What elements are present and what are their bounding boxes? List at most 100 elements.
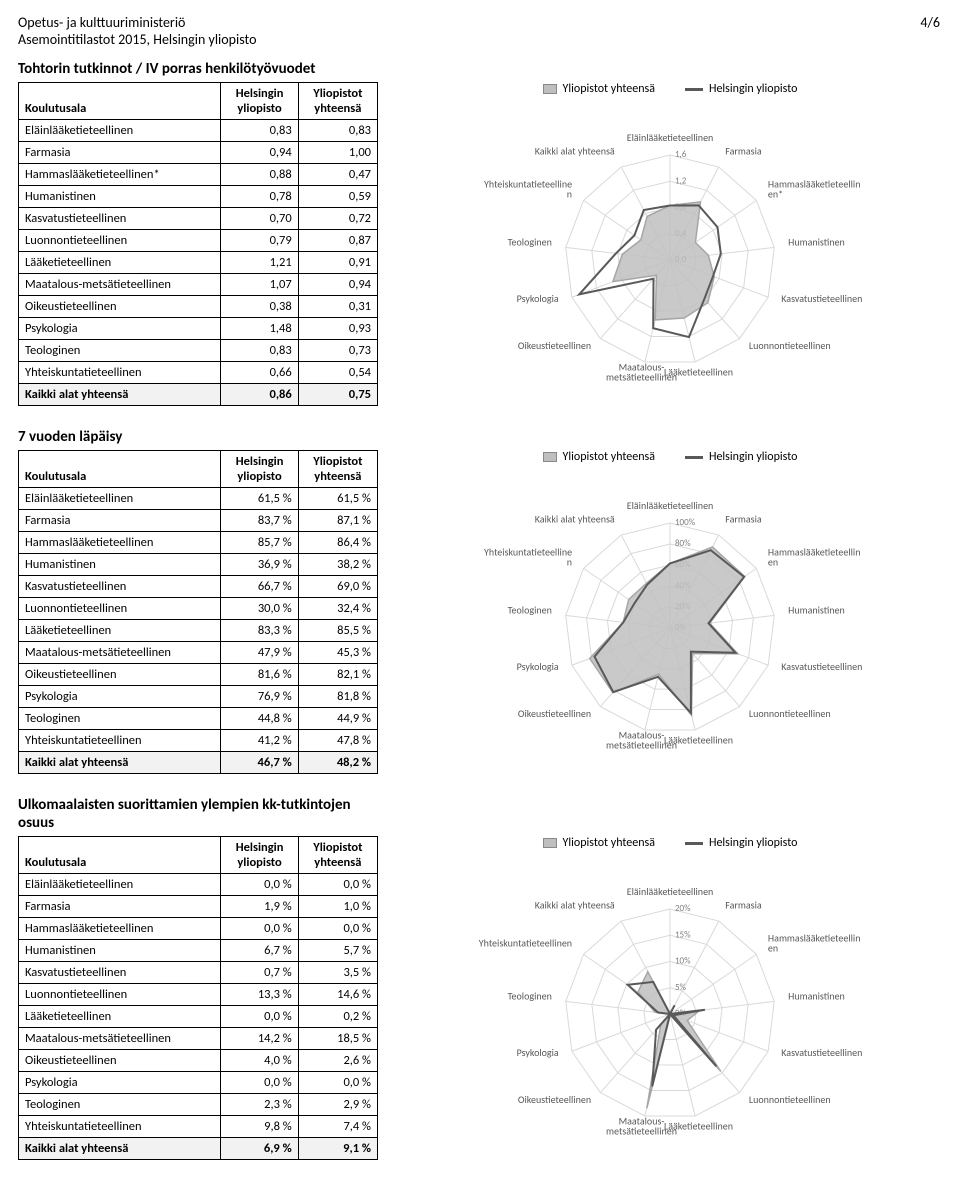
row-label: Eläinlääketieteellinen: [19, 120, 221, 142]
row-val-b: 81,8 %: [298, 686, 377, 708]
svg-text:80%: 80%: [675, 538, 691, 549]
svg-text:Eläinlääketieteellinen: Eläinlääketieteellinen: [627, 885, 714, 898]
total-a: 6,9 %: [221, 1138, 298, 1160]
row-label: Kasvatustieteellinen: [19, 208, 221, 230]
row-label: Farmasia: [19, 142, 221, 164]
row-val-b: 0,83: [298, 120, 377, 142]
chart3-legend: Yliopistot yhteensä Helsingin yliopisto: [398, 836, 942, 850]
svg-text:Yhteiskuntatieteelline: Yhteiskuntatieteelline: [484, 545, 572, 558]
row-label: Oikeustieteellinen: [19, 1050, 221, 1072]
row-label: Maatalous-metsätieteellinen: [19, 1028, 221, 1050]
row-val-b: 2,6 %: [298, 1050, 377, 1072]
total-a: 0,86: [221, 384, 298, 406]
row-val-b: 86,4 %: [298, 532, 377, 554]
row-val-a: 1,21: [221, 252, 298, 274]
chart2-legend: Yliopistot yhteensä Helsingin yliopisto: [398, 450, 942, 464]
row-val-a: 0,0 %: [221, 918, 298, 940]
row-val-b: 3,5 %: [298, 962, 377, 984]
row-val-b: 45,3 %: [298, 642, 377, 664]
svg-text:Humanistinen: Humanistinen: [788, 990, 845, 1003]
row-label: Eläinlääketieteellinen: [19, 874, 221, 896]
row-label: Kasvatustieteellinen: [19, 962, 221, 984]
row-label: Yhteiskuntatieteellinen: [19, 1116, 221, 1138]
page-number: 4/6: [920, 14, 940, 31]
total-b: 9,1 %: [298, 1138, 377, 1160]
row-val-b: 61,5 %: [298, 488, 377, 510]
svg-text:Humanistinen: Humanistinen: [788, 236, 845, 249]
legend-hel: Helsingin yliopisto: [685, 836, 798, 850]
row-val-a: 0,79: [221, 230, 298, 252]
row-val-b: 32,4 %: [298, 598, 377, 620]
row-val-b: 0,94: [298, 274, 377, 296]
row-val-a: 85,7 %: [221, 532, 298, 554]
svg-text:Psykologia: Psykologia: [517, 1046, 559, 1059]
svg-text:Kasvatustieteellinen: Kasvatustieteellinen: [781, 292, 862, 305]
svg-text:15%: 15%: [675, 929, 691, 940]
total-b: 48,2 %: [298, 752, 377, 774]
row-label: Yhteiskuntatieteellinen: [19, 362, 221, 384]
row-label: Farmasia: [19, 510, 221, 532]
svg-text:Hammaslääketieteellin: Hammaslääketieteellin: [768, 545, 861, 558]
row-label: Hammaslääketieteellinen*: [19, 164, 221, 186]
svg-text:metsätieteellinen: metsätieteellinen: [606, 371, 677, 384]
row-val-a: 1,48: [221, 318, 298, 340]
row-label: Maatalous-metsätieteellinen: [19, 642, 221, 664]
row-val-b: 0,73: [298, 340, 377, 362]
row-val-a: 2,3 %: [221, 1094, 298, 1116]
row-val-a: 44,8 %: [221, 708, 298, 730]
row-val-b: 0,93: [298, 318, 377, 340]
svg-text:Eläinlääketieteellinen: Eläinlääketieteellinen: [627, 131, 714, 144]
row-val-a: 14,2 %: [221, 1028, 298, 1050]
row-label: Luonnontieteellinen: [19, 598, 221, 620]
svg-text:20%: 20%: [675, 903, 691, 914]
row-val-a: 0,94: [221, 142, 298, 164]
row-val-b: 38,2 %: [298, 554, 377, 576]
row-label: Lääketieteellinen: [19, 252, 221, 274]
row-label: Psykologia: [19, 318, 221, 340]
row-label: Teologinen: [19, 708, 221, 730]
row-val-a: 4,0 %: [221, 1050, 298, 1072]
svg-text:Teologinen: Teologinen: [508, 604, 552, 617]
row-label: Kasvatustieteellinen: [19, 576, 221, 598]
svg-text:n: n: [567, 555, 572, 568]
svg-text:en*: en*: [768, 187, 783, 200]
row-val-a: 36,9 %: [221, 554, 298, 576]
row-val-b: 0,72: [298, 208, 377, 230]
row-val-b: 18,5 %: [298, 1028, 377, 1050]
svg-text:1,2: 1,2: [675, 175, 687, 186]
row-val-b: 69,0 %: [298, 576, 377, 598]
svg-text:Teologinen: Teologinen: [508, 236, 552, 249]
row-val-a: 0,66: [221, 362, 298, 384]
svg-text:Kaikki alat yhteensä: Kaikki alat yhteensä: [535, 145, 615, 158]
row-val-a: 0,0 %: [221, 1006, 298, 1028]
svg-text:metsätieteellinen: metsätieteellinen: [606, 1125, 677, 1138]
radar3: 0%5%10%15%20%EläinlääketieteellinenFarma…: [410, 854, 930, 1164]
svg-text:1,6: 1,6: [675, 149, 687, 160]
legend-yht: Yliopistot yhteensä: [543, 82, 655, 96]
svg-text:Humanistinen: Humanistinen: [788, 604, 845, 617]
svg-text:Yhteiskuntatieteelline: Yhteiskuntatieteelline: [484, 177, 572, 190]
row-label: Humanistinen: [19, 186, 221, 208]
svg-text:10%: 10%: [675, 956, 691, 967]
row-val-b: 47,8 %: [298, 730, 377, 752]
svg-text:Luonnontieteellinen: Luonnontieteellinen: [749, 707, 831, 720]
row-val-b: 14,6 %: [298, 984, 377, 1006]
svg-text:Farmasia: Farmasia: [725, 145, 762, 158]
svg-text:Teologinen: Teologinen: [508, 990, 552, 1003]
row-val-a: 76,9 %: [221, 686, 298, 708]
row-val-a: 0,70: [221, 208, 298, 230]
svg-text:Psykologia: Psykologia: [517, 660, 559, 673]
svg-text:Farmasia: Farmasia: [725, 899, 762, 912]
row-label: Humanistinen: [19, 940, 221, 962]
row-val-a: 9,8 %: [221, 1116, 298, 1138]
row-val-b: 0,0 %: [298, 874, 377, 896]
svg-text:Kaikki alat yhteensä: Kaikki alat yhteensä: [535, 899, 615, 912]
radar1: 0,00,40,81,21,6EläinlääketieteellinenFar…: [410, 100, 930, 410]
row-label: Teologinen: [19, 1094, 221, 1116]
row-val-a: 1,07: [221, 274, 298, 296]
header-line-1: Opetus- ja kulttuuriministeriö: [18, 14, 942, 31]
row-val-b: 2,9 %: [298, 1094, 377, 1116]
svg-text:en: en: [768, 555, 778, 568]
row-label: Hammaslääketieteellinen: [19, 918, 221, 940]
row-val-a: 0,38: [221, 296, 298, 318]
